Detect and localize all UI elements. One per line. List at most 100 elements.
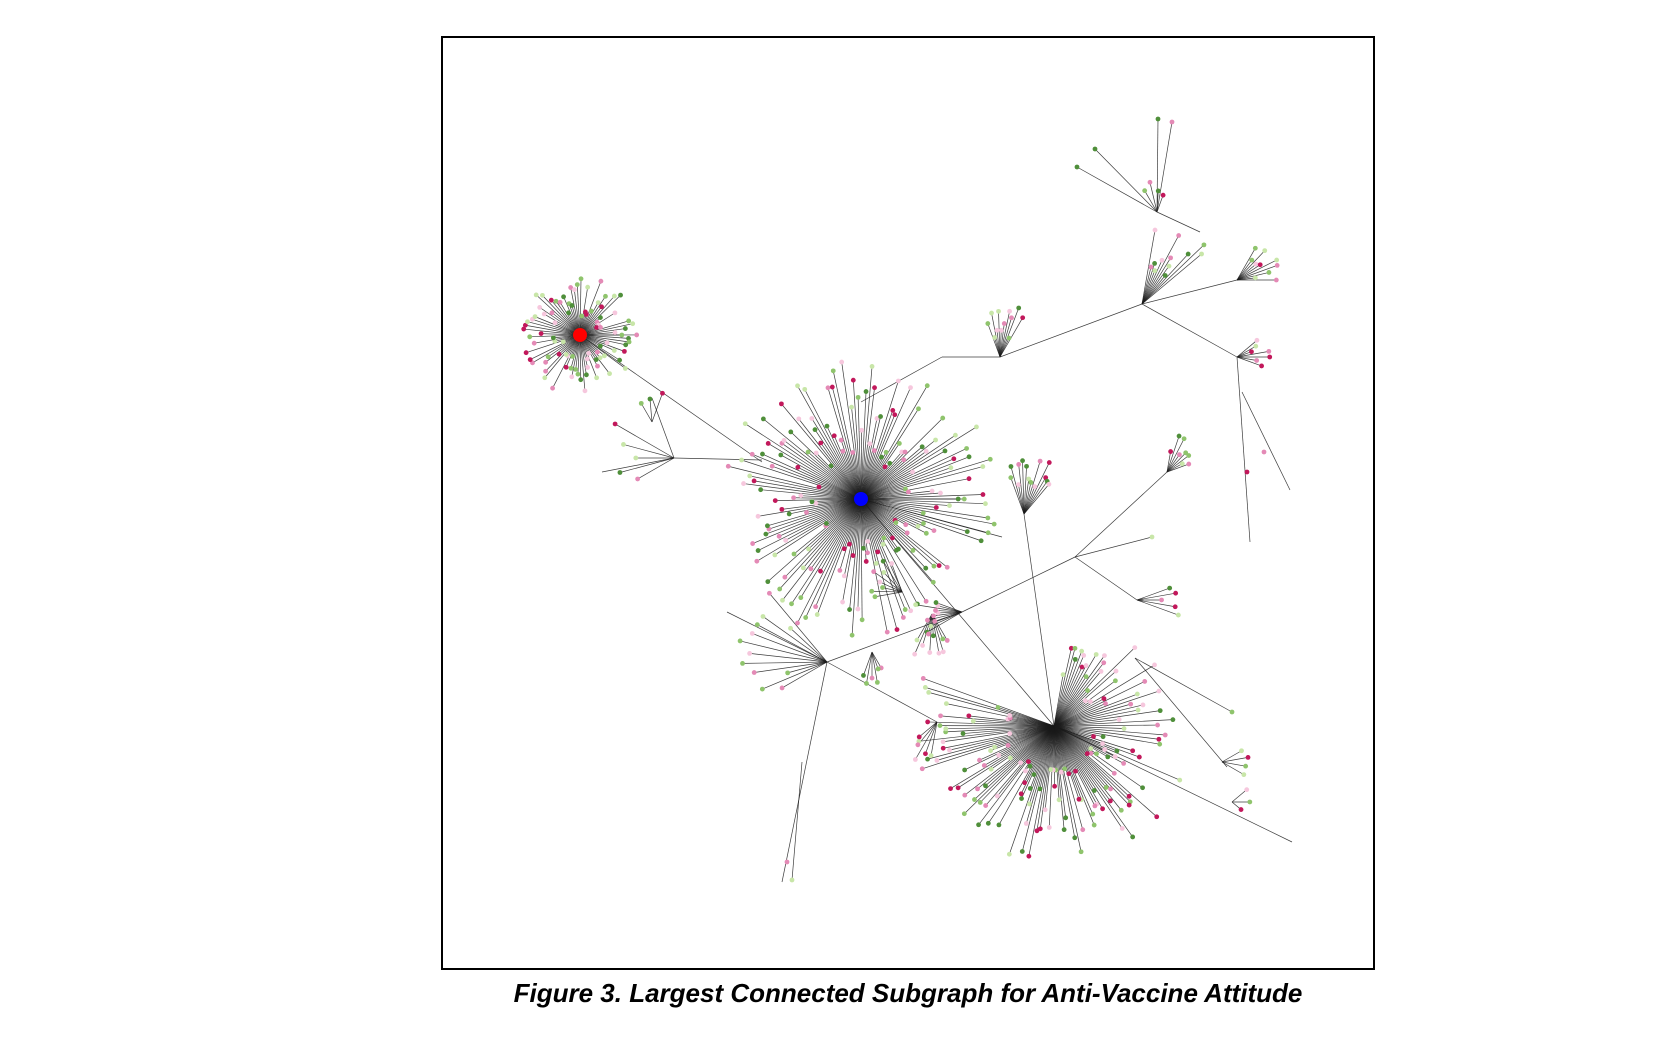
- graph-node: [938, 490, 943, 496]
- graph-node: [863, 559, 869, 564]
- graph-edge: [1053, 674, 1064, 727]
- graph-node: [1058, 769, 1064, 775]
- graph-node: [970, 718, 976, 724]
- graph-edge: [961, 556, 1076, 613]
- graph-node: [1162, 273, 1168, 278]
- graph-node: [1113, 668, 1119, 674]
- graph-edge: [789, 498, 862, 515]
- graph-edge: [762, 616, 828, 663]
- graph-edge: [787, 661, 828, 674]
- graph-edge: [820, 442, 862, 500]
- graph-node: [890, 408, 896, 413]
- graph-edge: [1053, 725, 1124, 764]
- graph-edge: [860, 498, 927, 534]
- graph-edge: [1018, 464, 1025, 515]
- graph-node: [786, 511, 792, 517]
- graph-edge: [927, 721, 1055, 727]
- graph-node: [850, 553, 856, 558]
- graph-node: [928, 753, 934, 759]
- graph-edge: [619, 457, 675, 473]
- graph-node: [1168, 449, 1174, 454]
- graph-edge: [1156, 121, 1173, 213]
- graph-node: [974, 424, 979, 430]
- graph-edge: [1074, 471, 1168, 558]
- graph-node: [1007, 713, 1013, 718]
- graph-edge: [985, 725, 1055, 806]
- graph-edge: [860, 498, 937, 508]
- graph-node: [579, 313, 585, 319]
- graph-node: [1201, 242, 1207, 248]
- graph-node: [1085, 688, 1090, 693]
- graph-node: [1239, 748, 1244, 754]
- graph-edge: [1053, 719, 1173, 727]
- graph-edge: [544, 334, 581, 378]
- graph-node: [875, 549, 881, 555]
- graph-edge: [1053, 703, 1106, 727]
- graph-node: [1020, 315, 1026, 321]
- graph-node: [550, 385, 555, 391]
- graph-node: [1088, 750, 1094, 756]
- graph-edge: [1053, 725, 1094, 815]
- graph-node: [1261, 449, 1267, 455]
- graph-node: [923, 448, 929, 454]
- graph-node: [1273, 277, 1279, 283]
- graph-node: [860, 545, 866, 551]
- graph-node: [933, 437, 938, 443]
- graph-node: [912, 651, 918, 657]
- graph-node: [922, 684, 928, 690]
- graph-edge: [860, 380, 899, 500]
- graph-edge: [649, 398, 653, 423]
- graph-node: [1103, 701, 1108, 706]
- graph-node: [996, 822, 1002, 828]
- graph-edge: [1141, 275, 1166, 305]
- graph-edge: [768, 443, 862, 500]
- graph-edge: [866, 651, 873, 684]
- graph-node: [992, 335, 998, 340]
- graph-edge: [807, 451, 862, 500]
- graph-node: [1027, 763, 1033, 769]
- graph-node: [1006, 335, 1012, 341]
- graph-edge: [1023, 486, 1036, 515]
- graph-node: [872, 594, 878, 600]
- graph-node: [977, 800, 983, 805]
- graph-node: [1037, 458, 1043, 464]
- graph-node: [923, 598, 929, 604]
- graph-node: [611, 348, 617, 353]
- graph-node: [840, 599, 845, 605]
- graph-node: [865, 539, 871, 544]
- graph-node: [961, 811, 967, 817]
- graph-node: [983, 803, 989, 808]
- graph-edge: [774, 498, 862, 556]
- graph-edge: [1053, 710, 1161, 727]
- graph-edge: [860, 498, 927, 602]
- graph-edge: [999, 311, 1010, 358]
- graph-node: [938, 713, 943, 719]
- graph-node: [796, 416, 802, 422]
- graph-edge: [945, 725, 1055, 733]
- graph-edge: [871, 590, 903, 593]
- graph-node: [789, 601, 794, 607]
- graph-node: [1008, 475, 1014, 481]
- graph-edge: [1236, 263, 1257, 281]
- graph-edge: [1166, 463, 1183, 473]
- graph-edge: [860, 498, 940, 566]
- graph-node: [755, 548, 761, 553]
- graph-edge: [860, 498, 995, 525]
- graph-node: [802, 386, 808, 392]
- graph-edge: [991, 312, 1001, 358]
- graph-edge: [871, 651, 878, 683]
- graph-node: [847, 607, 852, 612]
- graph-edge: [1053, 690, 1160, 727]
- graph-edge: [1053, 671, 1102, 727]
- graph-node: [791, 551, 797, 557]
- graph-node: [881, 569, 887, 575]
- graph-edge: [1053, 724, 1158, 727]
- graph-edge: [742, 661, 828, 664]
- graph-edge: [1023, 481, 1048, 515]
- graph-node: [983, 783, 988, 789]
- graph-edge: [860, 471, 913, 500]
- graph-node: [1100, 806, 1105, 812]
- graph-node: [1243, 763, 1249, 769]
- graph-edge: [797, 498, 862, 624]
- graph-node: [566, 310, 571, 316]
